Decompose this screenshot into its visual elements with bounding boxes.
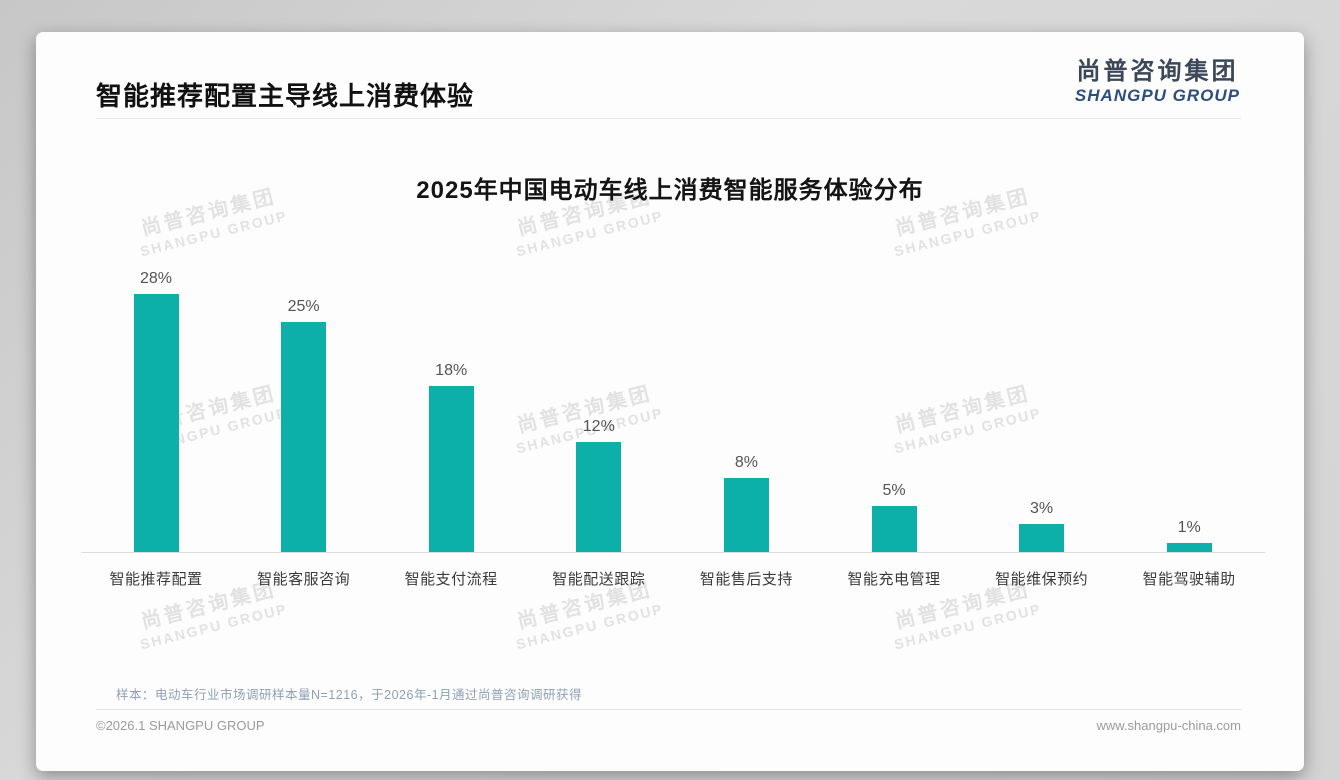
copyright-text: ©2026.1 SHANGPU GROUP: [96, 718, 265, 733]
header-divider: [96, 118, 1241, 119]
bar-category-label: 智能维保预约: [995, 571, 1089, 588]
bar-category-label: 智能推荐配置: [109, 571, 203, 588]
bar-value-label: 5%: [882, 482, 906, 499]
bar-category-label: 智能驾驶辅助: [1142, 571, 1236, 588]
chart-title: 2025年中国电动车线上消费智能服务体验分布: [416, 177, 924, 204]
bar-value-label: 28%: [139, 270, 173, 288]
bar-category-label: 智能客服咨询: [257, 571, 351, 588]
bar-category-label: 智能支付流程: [404, 571, 498, 588]
bar: [723, 478, 769, 552]
bar-value-label: 8%: [734, 454, 758, 472]
bar: [1166, 542, 1212, 552]
company-logo: 尚普咨询集团 SHANGPU GROUP: [1075, 58, 1240, 105]
bar-category-label: 智能售后支持: [699, 571, 793, 588]
bar-value-label: 25%: [287, 298, 320, 315]
bar-value-label: 3%: [1030, 500, 1054, 518]
footer-divider: [96, 709, 1241, 710]
bar: [428, 386, 474, 552]
plot-area: 28% 智能推荐配置 25% 智能客服咨询 18% 智能支付流程 12% 智能配送跟踪 8% 智能…: [36, 32, 1304, 771]
logo-text-cn: 尚普咨询集团: [1076, 58, 1239, 85]
bar: [1019, 524, 1065, 552]
website-url: www.shangpu-china.com: [1096, 718, 1241, 733]
bar: [133, 294, 179, 552]
bar-category-label: 智能配送跟踪: [552, 571, 646, 588]
page-title: 智能推荐配置主导线上消费体验: [96, 81, 475, 111]
bar: [576, 441, 622, 552]
footnote: 样本：电动车行业市场调研样本量N=1216，于2026年-1月通过尚普咨询调研获…: [116, 688, 583, 702]
bar: [281, 322, 327, 552]
bar-value-label: 12%: [582, 417, 615, 435]
bar-value-label: 1%: [1177, 518, 1201, 536]
slide-card: 尚普咨询集团 SHANGPU GROUP 尚普咨询集团 SHANGPU GROUP 尚普…: [36, 32, 1304, 771]
x-axis-line: [81, 552, 1265, 553]
logo-text-en: SHANGPU GROUP: [1074, 85, 1240, 105]
bar-value-label: 18%: [435, 362, 468, 380]
bar: [871, 506, 917, 552]
bar-category-label: 智能充电管理: [847, 571, 941, 588]
